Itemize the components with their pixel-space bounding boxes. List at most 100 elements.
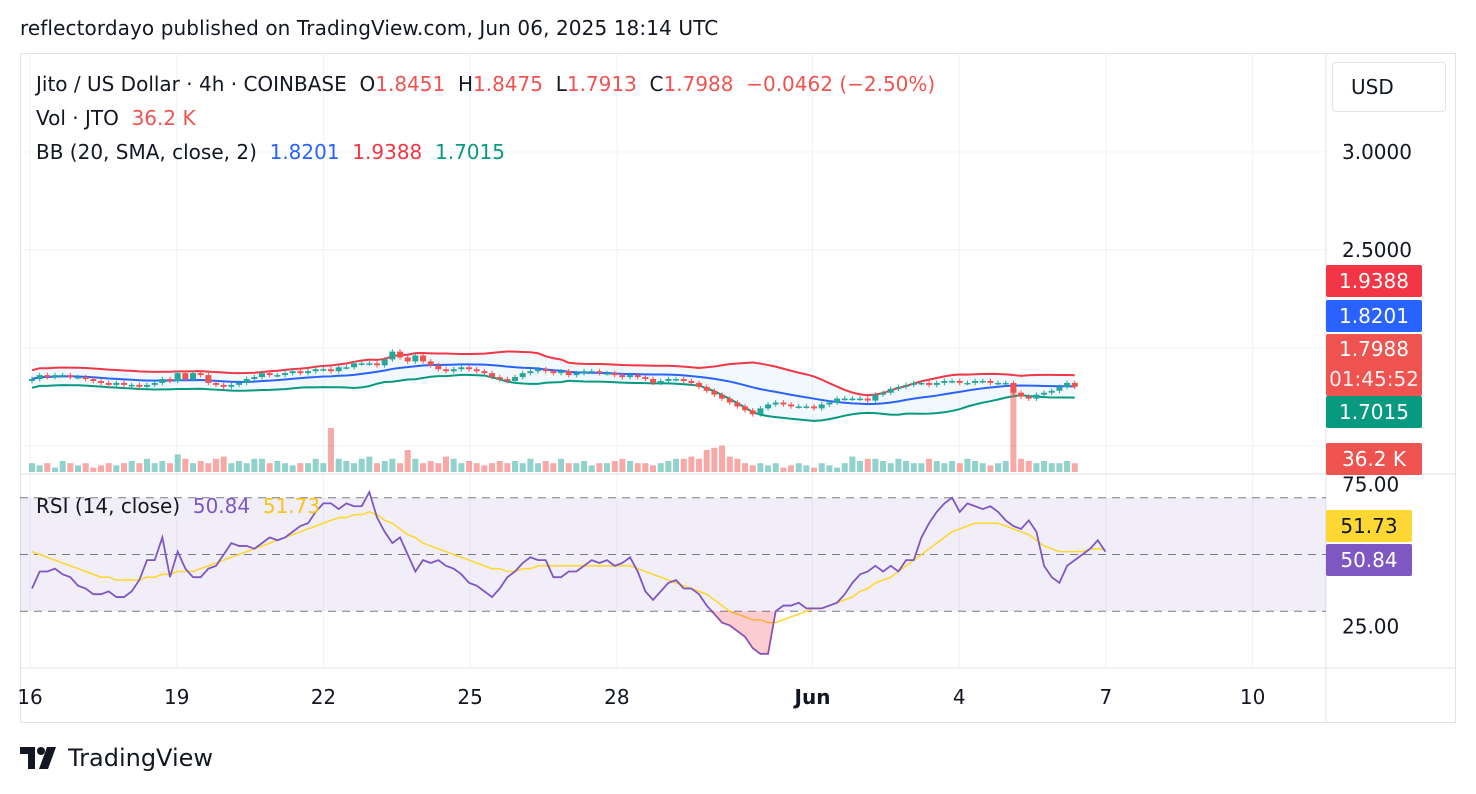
candle-body xyxy=(1041,392,1048,395)
volume-bar xyxy=(964,458,971,472)
volume-bar xyxy=(435,463,442,472)
price-tick-label: 2.5000 xyxy=(1342,238,1412,262)
tradingview-logo[interactable]: TradingView xyxy=(20,744,213,772)
volume-bar xyxy=(910,463,917,472)
volume-bar xyxy=(650,465,657,472)
candle-body xyxy=(343,367,350,369)
candle-body xyxy=(404,357,411,362)
candle-body xyxy=(289,371,296,374)
volume-bars xyxy=(29,384,1078,472)
legend-symbol[interactable]: Jito / US Dollar · 4h · COINBASE xyxy=(36,72,347,96)
bollinger-bands xyxy=(31,350,1075,422)
candle-body xyxy=(144,384,151,387)
volume-bar xyxy=(680,458,687,472)
volume-bar xyxy=(918,463,925,472)
volume-bar xyxy=(335,458,342,472)
volume-bar xyxy=(818,463,825,472)
candle-body xyxy=(512,377,519,381)
candle-body xyxy=(205,375,212,383)
bb-fill xyxy=(32,351,1075,421)
chart-frame xyxy=(20,53,1456,723)
candle-body xyxy=(228,384,235,387)
candle-body xyxy=(757,408,764,415)
candle-body xyxy=(711,390,718,395)
volume-bar xyxy=(113,465,120,472)
volume-bar xyxy=(872,458,879,472)
legend-rsi-value: 50.84 xyxy=(192,494,251,518)
candle-body xyxy=(381,359,388,366)
time-tick-label: 16 xyxy=(17,685,42,709)
candle-body xyxy=(703,386,710,391)
candle-body xyxy=(274,375,281,377)
candle-body xyxy=(657,380,664,383)
volume-bar xyxy=(366,456,373,472)
volume-bar xyxy=(726,456,733,472)
candle-body xyxy=(611,373,618,376)
volume-bar xyxy=(282,463,289,472)
candle-body xyxy=(734,402,741,407)
legend-c-value: 1.7988 xyxy=(663,72,734,96)
candle-body xyxy=(535,369,542,372)
volume-bar xyxy=(205,463,212,472)
volume-bar xyxy=(903,461,910,472)
volume-bar xyxy=(742,463,749,472)
legend-bb-label[interactable]: BB (20, SMA, close, 2) xyxy=(36,140,257,164)
volume-bar xyxy=(159,461,166,472)
legend-l-value: 1.7913 xyxy=(566,72,637,96)
candle-body xyxy=(197,373,204,376)
volume-bar xyxy=(703,450,710,472)
legend-rsi-label[interactable]: RSI (14, close) xyxy=(36,494,181,518)
candle-body xyxy=(788,404,795,407)
candle-body xyxy=(98,380,105,383)
volume-bar xyxy=(788,465,795,472)
volume-bar xyxy=(611,461,618,472)
legend-vol-label[interactable]: Vol · JTO xyxy=(36,106,119,130)
volume-bar xyxy=(67,463,74,472)
volume-bar xyxy=(351,463,358,472)
badge-bb-upper: 1.9388 xyxy=(1326,265,1422,297)
candle-body xyxy=(673,379,680,381)
candle-body xyxy=(167,379,174,381)
candle-body xyxy=(52,375,59,378)
candle-body xyxy=(573,373,580,376)
candle-body xyxy=(1033,394,1040,399)
volume-bar xyxy=(29,463,35,472)
volume-bar xyxy=(1048,463,1055,472)
legend-rsi: RSI (14, close) 50.84 51.73 xyxy=(36,494,320,518)
volume-bar xyxy=(190,463,197,472)
candle-body xyxy=(466,367,473,370)
candle-body xyxy=(726,398,733,403)
volume-bar xyxy=(895,458,902,472)
legend-volume: Vol · JTO 36.2 K xyxy=(36,106,196,130)
candle-body xyxy=(918,382,925,385)
volume-bar xyxy=(642,463,649,472)
volume-bar xyxy=(734,458,741,472)
volume-bar xyxy=(98,465,105,472)
candle-body xyxy=(389,351,396,360)
candle-body xyxy=(864,398,871,401)
candle-body xyxy=(972,380,979,383)
volume-bar xyxy=(857,461,864,472)
volume-bar xyxy=(1025,461,1032,472)
candle-body xyxy=(588,371,595,373)
legend-c-label: C xyxy=(649,72,664,96)
volume-bar xyxy=(496,461,503,472)
volume-bar xyxy=(374,463,381,472)
candle-body xyxy=(604,373,611,375)
volume-bar xyxy=(711,447,718,472)
candle-body xyxy=(36,375,43,380)
currency-button[interactable]: USD xyxy=(1332,62,1446,112)
candle-body xyxy=(596,371,603,374)
candle-body xyxy=(305,371,312,374)
badge-countdown: 01:45:52 xyxy=(1329,367,1419,391)
volume-bar xyxy=(673,458,680,472)
candle-body xyxy=(174,373,181,381)
tradingview-mark-icon xyxy=(20,747,56,769)
volume-bar xyxy=(136,463,143,472)
candle-body xyxy=(565,371,572,376)
candle-body xyxy=(481,371,488,374)
volume-bar xyxy=(504,463,511,472)
candle-body xyxy=(67,375,74,378)
candle-body xyxy=(688,380,695,383)
